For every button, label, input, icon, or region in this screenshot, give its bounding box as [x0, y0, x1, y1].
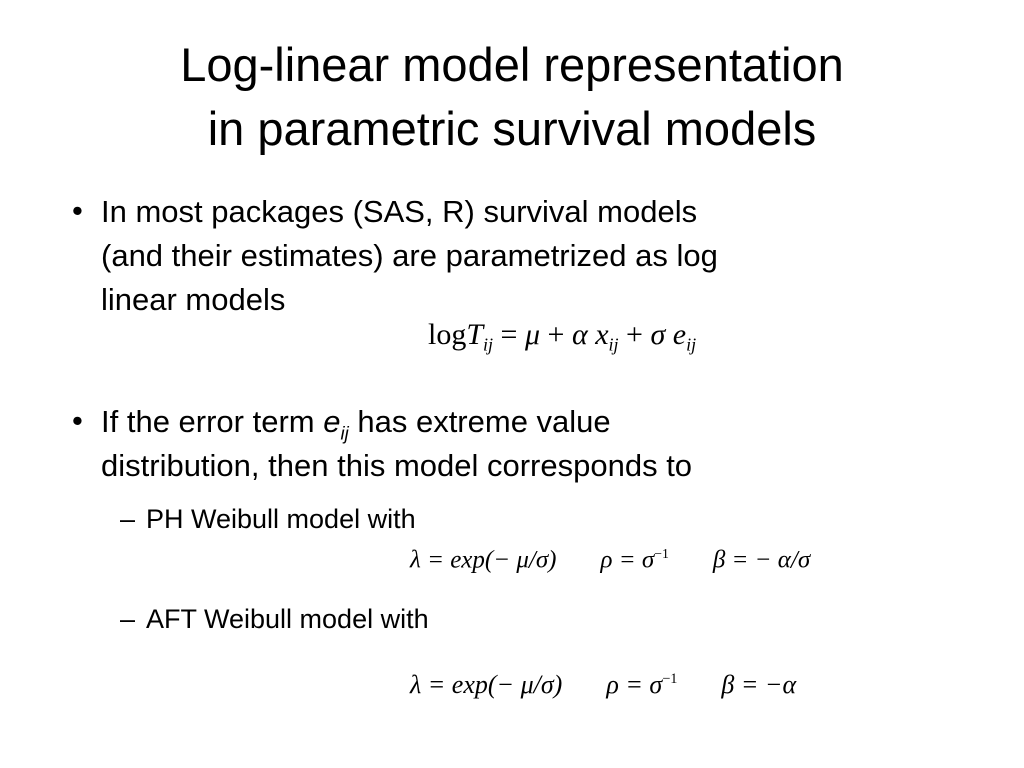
slide-title: Log-linear model representation in param…	[0, 33, 1024, 161]
title-line-1: Log-linear model representation	[180, 38, 844, 91]
formula-eq: =	[493, 318, 525, 351]
aft-weibull-formula: λ = exp(− μ/σ) ρ = σ−1 β = −α	[410, 670, 796, 700]
formula-plus: +	[540, 318, 572, 351]
error-term-sub: ij	[340, 422, 349, 444]
bullet-2-line-2: distribution, then this model correspond…	[101, 448, 693, 483]
formula-sub: ij	[608, 334, 619, 355]
bullet-1-line-1: In most packages (SAS, R) survival model…	[101, 194, 698, 229]
formula-sub: ij	[483, 334, 494, 355]
formula-log: log	[428, 318, 467, 351]
bullet-2-line-1: If the error term eij has extreme value	[101, 404, 611, 444]
ph-lambda: λ = exp(− μ/σ)	[410, 546, 557, 574]
aft-rho: ρ = σ	[606, 670, 663, 699]
formula-sigma: σ	[650, 318, 666, 351]
aft-rho-exp: −1	[662, 671, 678, 687]
aft-lambda: λ = exp(− μ/σ)	[410, 670, 563, 699]
sub-bullet-dash: –	[120, 504, 136, 534]
log-linear-formula: logTij = μ + α xij + σ eij	[428, 318, 696, 355]
sub-bullet-dash: –	[120, 604, 136, 634]
bullet-2-prefix: If the error term	[101, 404, 324, 439]
ph-rho: ρ = σ	[600, 546, 655, 574]
aft-beta: β = −α	[721, 670, 797, 699]
ph-rho-exp: −1	[654, 546, 669, 561]
formula-e: e	[665, 318, 687, 351]
bullet-1-line-2: (and their estimates) are parametrized a…	[101, 238, 718, 273]
bullet-marker: •	[72, 193, 83, 228]
sub-bullet-ph: PH Weibull model with	[146, 504, 416, 534]
bullet-marker: •	[72, 403, 83, 438]
bullet-1-line-3: linear models	[101, 282, 286, 317]
formula-T: T	[466, 318, 484, 351]
formula-sub: ij	[686, 334, 697, 355]
bullet-2-suffix: has extreme value	[348, 404, 611, 439]
formula-x: x	[587, 318, 609, 351]
title-line-2: in parametric survival models	[207, 102, 817, 155]
formula-alpha: α	[571, 318, 588, 351]
error-term-var: e	[323, 404, 341, 439]
ph-beta: β = − α/σ	[712, 546, 811, 574]
formula-mu: μ	[524, 318, 541, 351]
formula-plus: +	[618, 318, 651, 351]
ph-weibull-formula: λ = exp(− μ/σ) ρ = σ−1 β = − α/σ	[410, 546, 810, 575]
sub-bullet-aft: AFT Weibull model with	[146, 604, 429, 634]
